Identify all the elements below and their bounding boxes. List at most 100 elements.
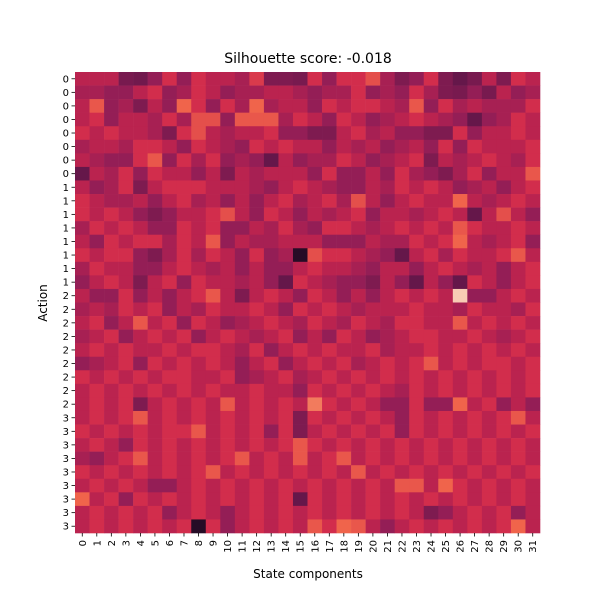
heatmap-cell bbox=[467, 302, 483, 317]
heatmap-cell bbox=[452, 275, 468, 290]
x-tick-label: 4 bbox=[136, 540, 147, 546]
heatmap-cell bbox=[292, 424, 308, 439]
heatmap-cell bbox=[89, 221, 105, 236]
heatmap-cell bbox=[89, 234, 105, 249]
x-tick-label: 15 bbox=[296, 540, 307, 553]
heatmap-cell bbox=[176, 194, 192, 208]
y-tick-label: 0 bbox=[63, 101, 69, 112]
heatmap-cell bbox=[205, 383, 221, 398]
heatmap-cell bbox=[409, 139, 425, 154]
heatmap-cell bbox=[89, 438, 105, 452]
heatmap-cell bbox=[481, 438, 497, 452]
heatmap-cell bbox=[452, 180, 468, 195]
heatmap-cell bbox=[452, 478, 468, 493]
heatmap-cell bbox=[336, 370, 352, 385]
heatmap-cell bbox=[249, 194, 265, 208]
heatmap-cell bbox=[365, 492, 381, 507]
heatmap-cell bbox=[75, 207, 90, 222]
heatmap-cell bbox=[292, 316, 308, 330]
heatmap-cell bbox=[351, 261, 366, 276]
heatmap-cell bbox=[409, 72, 425, 86]
heatmap-cell bbox=[351, 370, 366, 385]
heatmap-cell bbox=[351, 72, 366, 86]
heatmap-cell bbox=[205, 126, 221, 141]
heatmap-cell bbox=[467, 438, 483, 452]
heatmap-cell bbox=[162, 492, 178, 507]
heatmap-cell bbox=[263, 126, 279, 141]
heatmap-cell bbox=[104, 275, 119, 290]
heatmap-cell bbox=[380, 275, 395, 290]
heatmap-cell bbox=[365, 438, 381, 452]
heatmap-cell bbox=[205, 275, 221, 290]
heatmap-cell bbox=[496, 451, 512, 466]
heatmap-cell bbox=[525, 343, 541, 358]
x-tick-label: 6 bbox=[165, 540, 176, 546]
heatmap-cell bbox=[438, 194, 454, 208]
heatmap-cell bbox=[380, 221, 395, 236]
heatmap-cell bbox=[278, 261, 294, 276]
heatmap-cell bbox=[438, 370, 454, 385]
heatmap-cell bbox=[409, 505, 425, 520]
heatmap-cell bbox=[336, 505, 352, 520]
heatmap-cell bbox=[176, 248, 192, 263]
heatmap-cell bbox=[133, 465, 148, 480]
heatmap-cell bbox=[104, 234, 119, 249]
y-tick-label: 1 bbox=[63, 223, 69, 234]
heatmap-cell bbox=[409, 438, 425, 452]
heatmap-cell bbox=[220, 316, 236, 330]
heatmap-cell bbox=[481, 126, 497, 141]
heatmap-cell bbox=[249, 316, 265, 330]
heatmap-cell bbox=[380, 112, 395, 127]
heatmap-cell bbox=[322, 180, 337, 195]
heatmap-cell bbox=[423, 180, 439, 195]
heatmap-cell bbox=[75, 302, 90, 317]
heatmap-cell bbox=[118, 478, 134, 493]
heatmap-cell bbox=[336, 356, 352, 371]
heatmap-cell bbox=[263, 139, 279, 154]
heatmap-cell bbox=[205, 194, 221, 208]
heatmap-cell bbox=[452, 72, 468, 86]
heatmap-cell bbox=[510, 85, 526, 100]
heatmap-cell bbox=[409, 180, 425, 195]
heatmap-cell bbox=[438, 424, 454, 439]
x-tick-label: 23 bbox=[412, 540, 423, 553]
heatmap-cell bbox=[351, 99, 366, 113]
heatmap-cell bbox=[467, 99, 483, 113]
heatmap-cell bbox=[409, 261, 425, 276]
heatmap-cell bbox=[191, 519, 207, 534]
heatmap-cell bbox=[525, 316, 541, 330]
heatmap-cell bbox=[336, 261, 352, 276]
heatmap-cell bbox=[351, 519, 366, 534]
x-tick-label: 19 bbox=[354, 540, 365, 553]
heatmap-cell bbox=[452, 302, 468, 317]
heatmap-cell bbox=[278, 465, 294, 480]
heatmap-cell bbox=[176, 180, 192, 195]
x-tick-label: 16 bbox=[310, 540, 321, 553]
heatmap-cell bbox=[220, 275, 236, 290]
heatmap-cell bbox=[75, 370, 90, 385]
heatmap-cell bbox=[263, 221, 279, 236]
heatmap-cell bbox=[162, 519, 178, 534]
heatmap-cell bbox=[147, 248, 163, 263]
heatmap-cell bbox=[220, 343, 236, 358]
heatmap-cell bbox=[176, 288, 192, 303]
heatmap-cell bbox=[336, 126, 352, 141]
heatmap-cell bbox=[292, 275, 308, 290]
heatmap-cell bbox=[75, 424, 90, 439]
heatmap-cell bbox=[409, 397, 425, 412]
heatmap-cell bbox=[133, 343, 148, 358]
heatmap-cell bbox=[394, 505, 410, 520]
heatmap-cell bbox=[307, 519, 323, 534]
heatmap-cell bbox=[205, 153, 221, 168]
heatmap-cell bbox=[292, 99, 308, 113]
heatmap-cell bbox=[220, 112, 236, 127]
heatmap-cell bbox=[147, 166, 163, 181]
heatmap-cell bbox=[351, 166, 366, 181]
heatmap-cell bbox=[118, 465, 134, 480]
heatmap-cell bbox=[118, 72, 134, 86]
heatmap-cell bbox=[510, 72, 526, 86]
heatmap-cell bbox=[191, 478, 207, 493]
heatmap-cell bbox=[263, 505, 279, 520]
heatmap-cell bbox=[147, 288, 163, 303]
heatmap-cell bbox=[467, 194, 483, 208]
